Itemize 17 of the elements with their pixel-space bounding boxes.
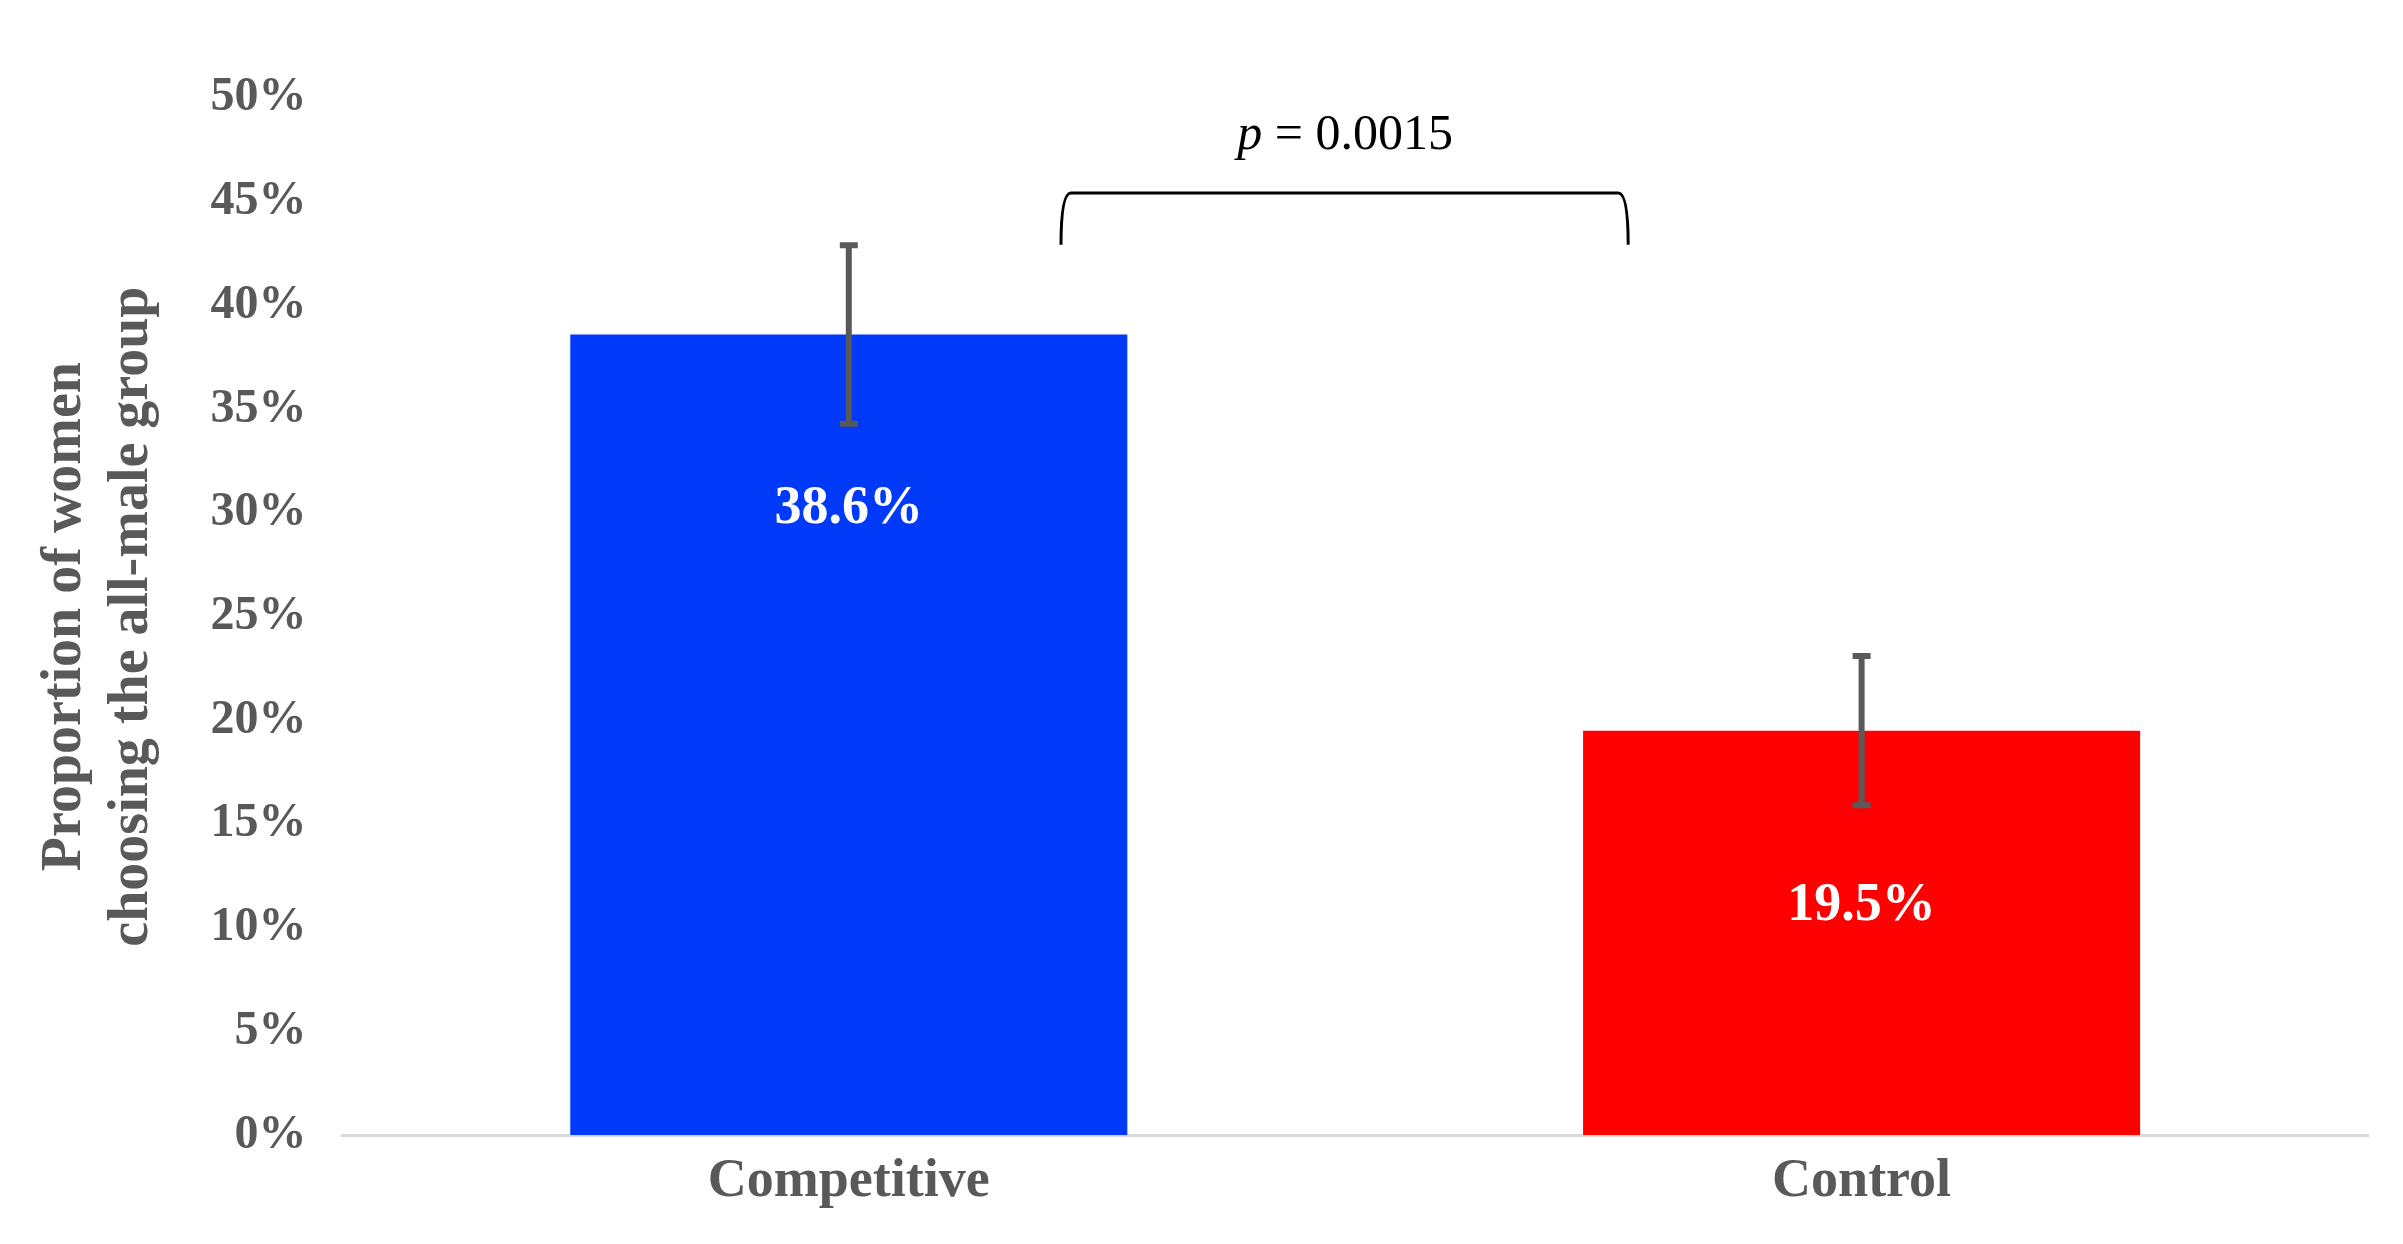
y-tick-label: 5% [234,1000,307,1054]
data-label: 19.5% [1787,871,1936,932]
y-tick-label: 15% [210,793,307,847]
y-tick-label: 45% [210,171,307,225]
y-tick-label: 20% [210,689,307,743]
x-tick-label: Control [1772,1147,1952,1208]
y-tick-label: 25% [210,586,307,640]
y-tick-label: 35% [210,378,307,432]
y-tick-label: 40% [210,274,307,328]
y-axis-title: Proportion of women choosing the all-male group [30,286,160,947]
y-tick-label: 0% [234,1104,307,1158]
y-tick-label: 50% [210,67,307,121]
data-label: 38.6% [774,475,924,536]
x-tick-label: Competitive [707,1147,990,1208]
y-tick-label: 10% [210,897,307,951]
y-tick-label: 30% [210,482,307,536]
annotation: p = 0.0015 [1233,103,1454,162]
